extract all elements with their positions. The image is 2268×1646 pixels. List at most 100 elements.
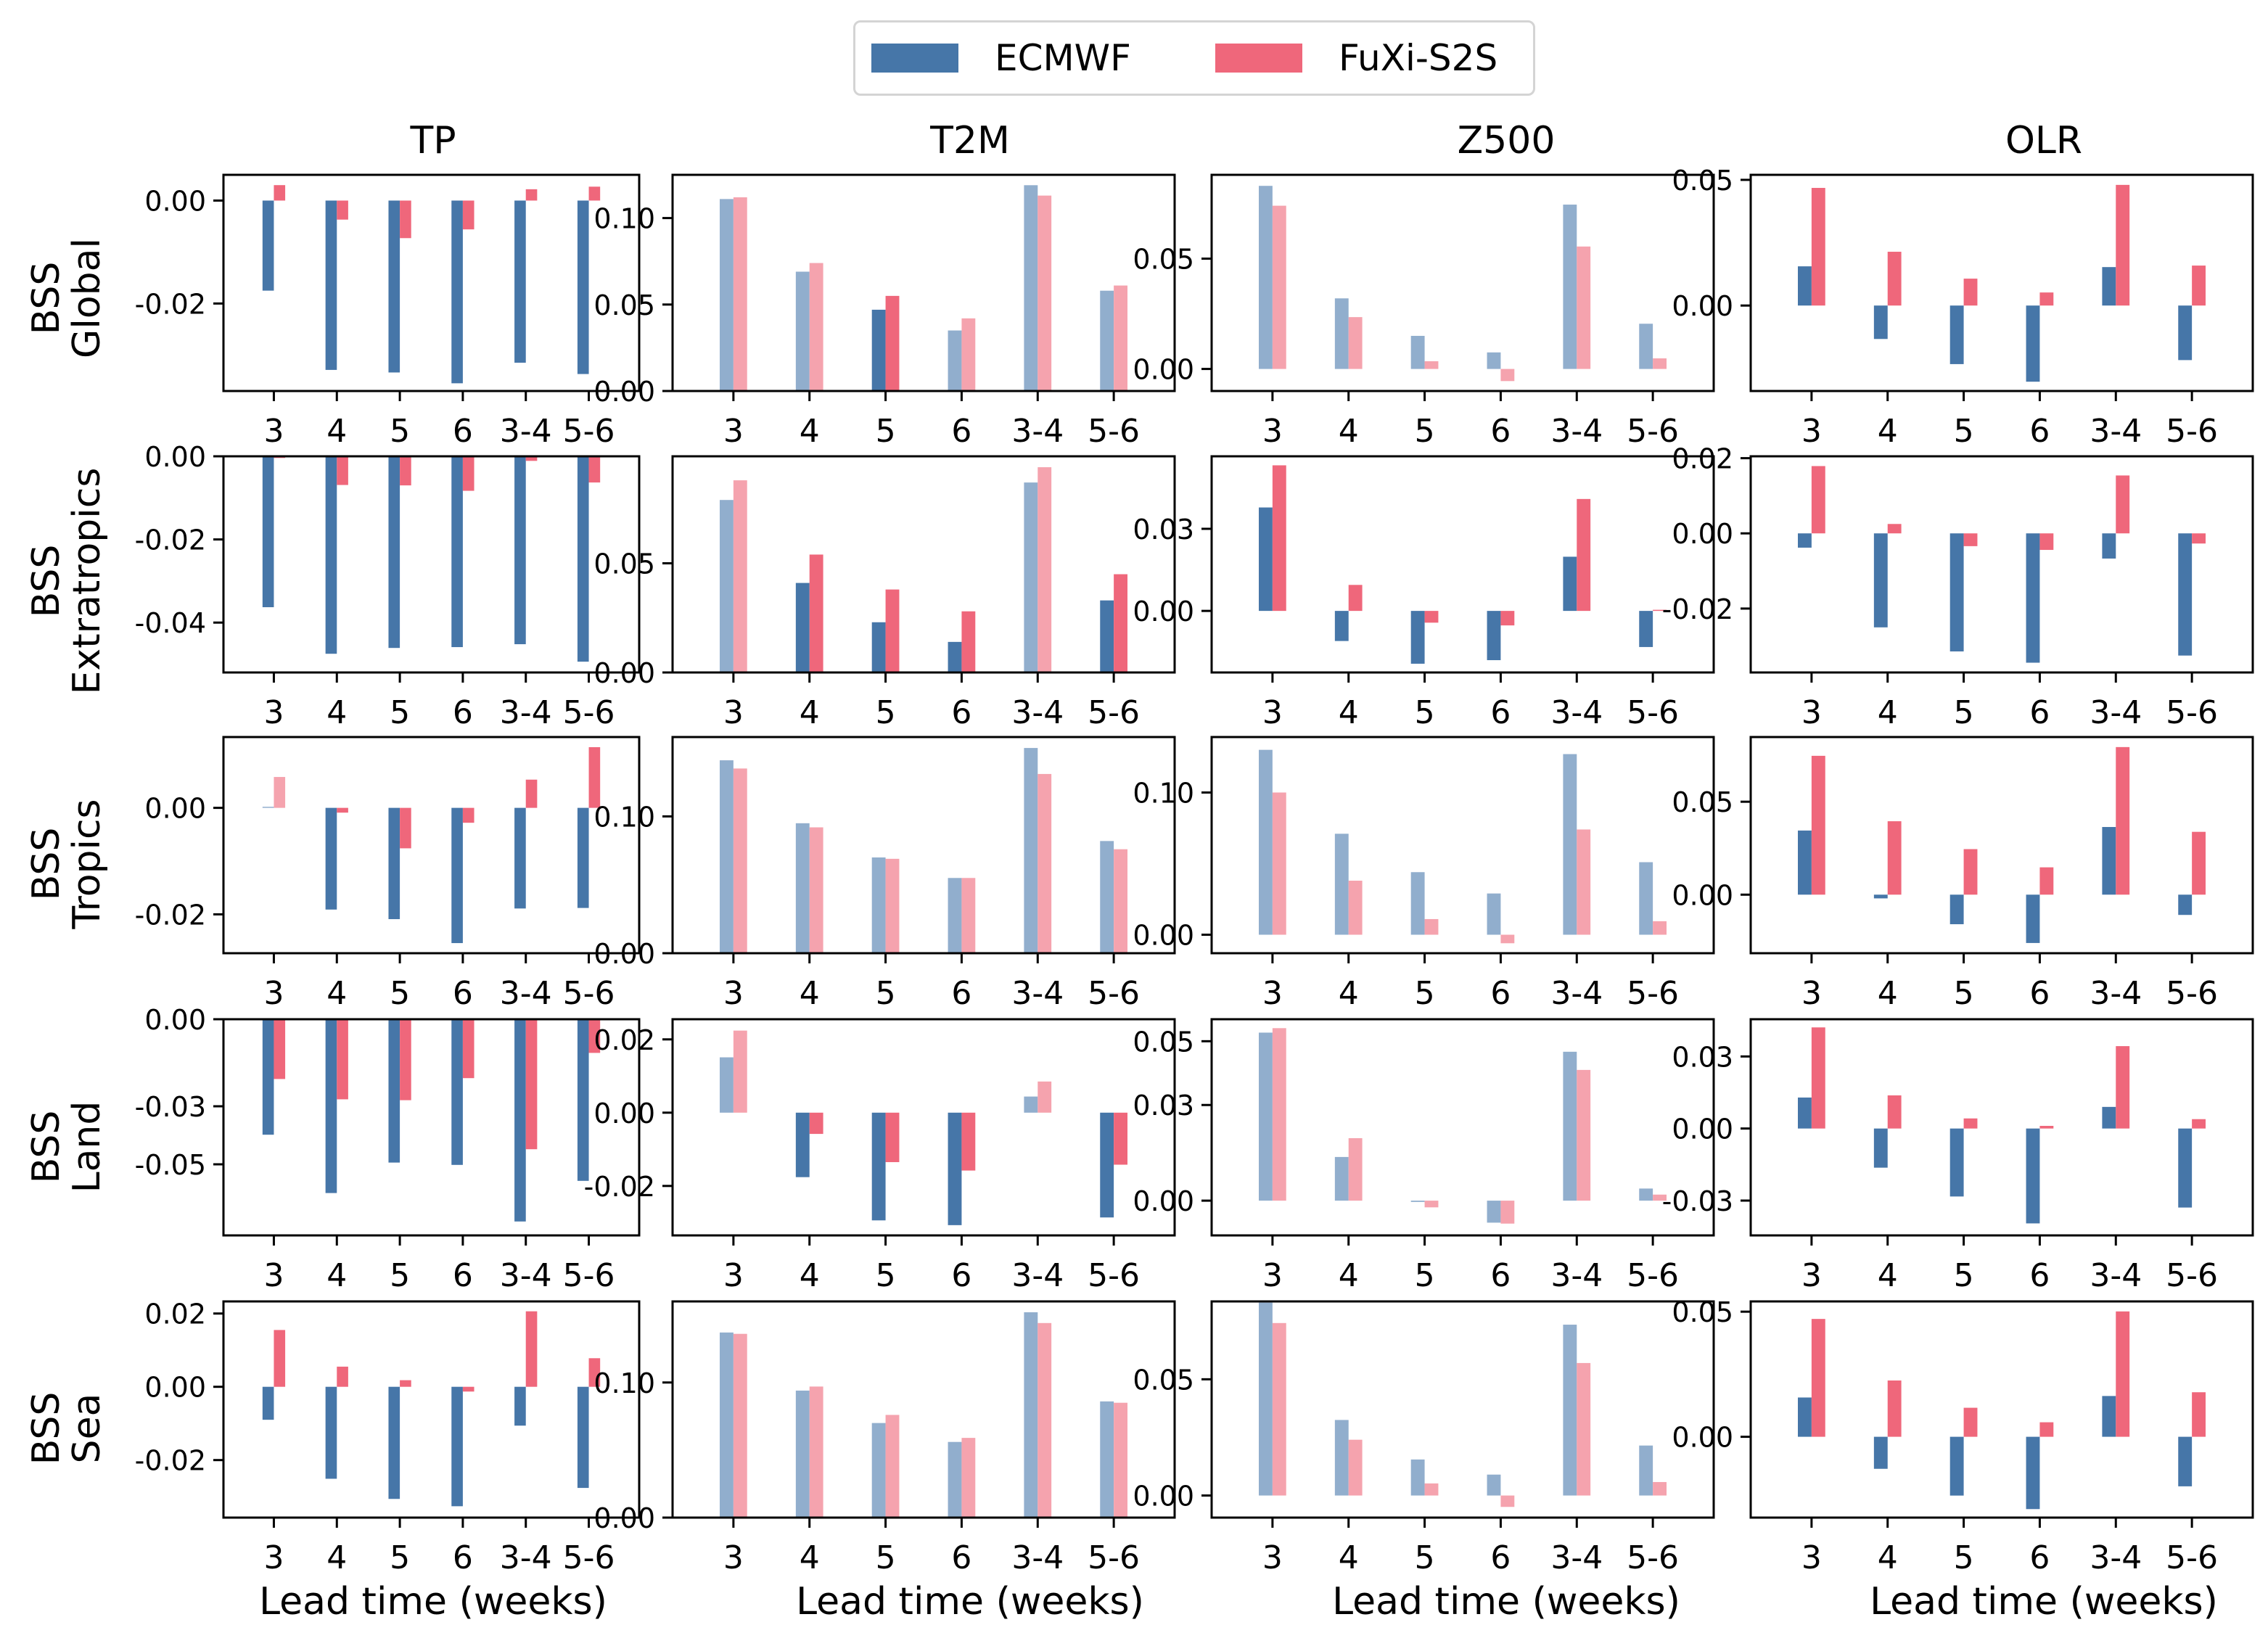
legend-swatch-fuxi <box>1215 44 1302 73</box>
x-axis-label-tp: Lead time (weeks) <box>259 1580 607 1624</box>
bar-ecmwf-5-6 <box>1100 600 1114 672</box>
bar-fuxi-3-4 <box>1577 246 1591 369</box>
bar-ecmwf-5-6 <box>1639 1188 1653 1201</box>
bar-ecmwf-4 <box>1334 1156 1349 1201</box>
bar-fuxi-6 <box>2039 1126 2054 1129</box>
y-tick-label: 0.02 <box>144 1299 206 1330</box>
y-tick-label: 0.10 <box>593 203 655 235</box>
bar-ecmwf-4 <box>1873 1436 1888 1469</box>
bar-ecmwf-3 <box>720 199 734 391</box>
y-tick-label: 0.05 <box>593 289 655 321</box>
y-tick-label: 0.00 <box>593 1502 655 1534</box>
x-tick-label: 3-4 <box>500 694 552 731</box>
bar-ecmwf-6 <box>948 641 962 672</box>
bar-fuxi-3 <box>1811 466 1825 534</box>
x-tick-label: 6 <box>951 1257 971 1294</box>
x-tick-label: 3-4 <box>1550 1539 1603 1576</box>
bar-ecmwf-3 <box>720 760 734 953</box>
bar-ecmwf-5-6 <box>1639 1445 1653 1496</box>
panel-global-z500: 3 4 5 6 3-4 5-6 0.00 0.05 <box>1133 173 1715 450</box>
x-tick-label: 3-4 <box>1011 1257 1064 1294</box>
x-tick-label: 4 <box>1339 413 1359 450</box>
bar-ecmwf-5-6 <box>2178 305 2193 361</box>
bar-ecmwf-4 <box>325 807 337 910</box>
x-axis-label-z500: Lead time (weeks) <box>1332 1580 1680 1624</box>
x-tick-label: 3 <box>723 1539 744 1576</box>
y-tick-label: 0.00 <box>144 441 206 473</box>
bar-fuxi-5 <box>1963 1407 1978 1437</box>
bar-fuxi-3-4 <box>1038 467 1052 672</box>
bar-fuxi-5 <box>885 858 900 953</box>
bar-ecmwf-4 <box>325 200 337 370</box>
y-tick-label: 0.00 <box>144 1004 206 1036</box>
x-tick-label: 4 <box>800 413 820 450</box>
bar-fuxi-6 <box>1500 611 1515 626</box>
x-tick-label: 5 <box>1954 1539 1974 1576</box>
bar-ecmwf-3-4 <box>1563 754 1577 935</box>
bar-fuxi-4 <box>1348 1137 1363 1201</box>
x-tick-label: 4 <box>326 694 347 731</box>
bar-ecmwf-5 <box>1410 335 1425 369</box>
bar-ecmwf-5 <box>388 1386 400 1499</box>
y-tick-label: 0.10 <box>593 1367 655 1399</box>
legend-item-fuxi: FuXi-S2S <box>1215 22 1497 94</box>
plot-frame <box>671 1300 1176 1519</box>
y-tick-label: -0.02 <box>135 288 206 320</box>
bar-fuxi-5-6 <box>1114 1402 1127 1518</box>
bar-ecmwf-3-4 <box>1024 482 1038 672</box>
panel-sea-z500: 3 4 5 6 3-4 5-6 0.00 0.05 <box>1133 1300 1715 1576</box>
bar-fuxi-5 <box>1424 918 1439 935</box>
x-tick-label: 3 <box>1262 1539 1283 1576</box>
x-tick-label: 5-6 <box>1088 1539 1140 1576</box>
x-tick-label: 5 <box>390 694 410 731</box>
x-tick-label: 3 <box>1262 694 1283 731</box>
x-tick-label: 5 <box>1415 1539 1435 1576</box>
x-tick-label: 5-6 <box>563 975 615 1012</box>
x-tick-label: 5 <box>1415 694 1435 731</box>
bar-fuxi-5-6 <box>588 1019 601 1053</box>
bar-fuxi-3-4 <box>525 779 538 808</box>
bar-ecmwf-3-4 <box>1024 748 1038 953</box>
bar-ecmwf-3-4 <box>514 200 526 363</box>
bar-ecmwf-5-6 <box>1639 862 1653 935</box>
x-tick-label: 3-4 <box>2090 1539 2142 1576</box>
y-tick-label: -0.02 <box>135 899 206 931</box>
y-tick-label: 0.02 <box>593 1024 655 1056</box>
x-tick-label: 6 <box>2029 694 2050 731</box>
bar-fuxi-6 <box>2039 1422 2054 1437</box>
x-tick-label: 5 <box>876 975 896 1012</box>
panel-extratropics-z500: 3 4 5 6 3-4 5-6 0.00 0.03 <box>1133 455 1715 731</box>
bar-ecmwf-4 <box>795 823 810 953</box>
x-tick-label: 3-4 <box>500 1539 552 1576</box>
bar-ecmwf-6 <box>1487 1474 1501 1496</box>
x-tick-label: 5 <box>390 1257 410 1294</box>
bar-ecmwf-3 <box>262 1386 274 1420</box>
bar-fuxi-4 <box>1887 524 1902 534</box>
bar-fuxi-3-4 <box>525 1311 538 1387</box>
bar-ecmwf-6 <box>2026 894 2040 943</box>
y-tick-label: 0.00 <box>1133 920 1194 952</box>
panel-global-olr: 3 4 5 6 3-4 5-6 0.00 0.05 <box>1672 165 2254 450</box>
bar-fuxi-3-4 <box>2116 475 2130 534</box>
y-tick-label: 0.10 <box>1133 777 1194 809</box>
bar-fuxi-3 <box>1272 1322 1286 1496</box>
x-tick-label: 6 <box>1490 975 1511 1012</box>
bar-ecmwf-5 <box>1949 305 1964 364</box>
column-title-tp: TP <box>410 119 456 162</box>
bar-fuxi-4 <box>337 200 348 220</box>
bar-ecmwf-4 <box>1334 834 1349 935</box>
bar-ecmwf-4 <box>325 1019 337 1193</box>
x-tick-label: 5-6 <box>563 413 615 450</box>
panel-extratropics-t2m: 3 4 5 6 3-4 5-6 0.00 0.05 <box>593 455 1176 731</box>
bar-ecmwf-5-6 <box>1100 290 1114 391</box>
bar-ecmwf-6 <box>948 1112 962 1225</box>
bar-ecmwf-5-6 <box>1100 841 1114 953</box>
x-tick-label: 5 <box>876 413 896 450</box>
bar-fuxi-3-4 <box>1038 195 1052 391</box>
x-tick-label: 5 <box>876 1257 896 1294</box>
x-tick-label: 4 <box>1339 1539 1359 1576</box>
x-tick-label: 6 <box>951 1539 971 1576</box>
y-tick-label: 0.00 <box>1672 1114 1733 1145</box>
bar-ecmwf-3 <box>1798 266 1812 306</box>
bar-fuxi-3-4 <box>2116 1311 2130 1437</box>
